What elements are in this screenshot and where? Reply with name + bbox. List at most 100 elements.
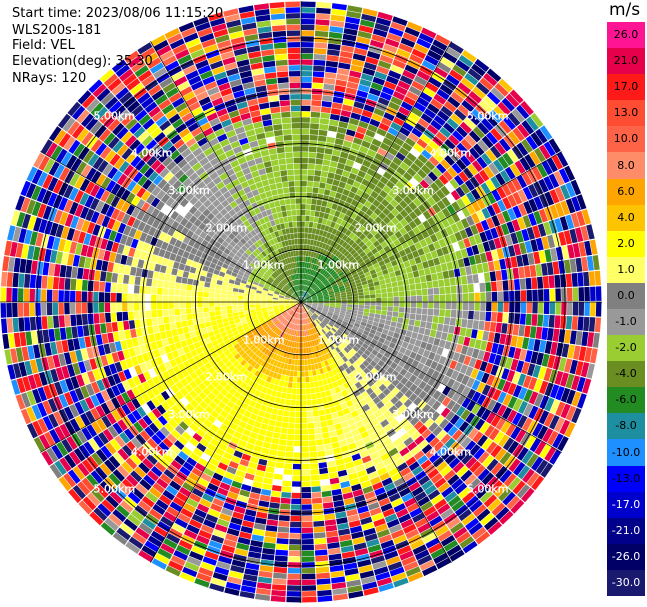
velocity-gate	[306, 298, 312, 301]
velocity-gate	[277, 343, 283, 350]
velocity-gate	[321, 397, 328, 404]
velocity-gate	[323, 280, 329, 285]
velocity-gate	[405, 302, 411, 308]
velocity-gate	[306, 303, 312, 306]
velocity-gate	[174, 455, 186, 466]
velocity-gate	[404, 247, 412, 255]
velocity-gate	[276, 391, 282, 398]
velocity-gate	[341, 302, 347, 305]
velocity-gate	[168, 418, 179, 429]
velocity-gate	[265, 317, 271, 323]
velocity-gate	[406, 357, 415, 366]
velocity-gate	[18, 228, 27, 244]
velocity-gate	[437, 61, 452, 74]
velocity-gate	[309, 309, 315, 314]
velocity-gate	[455, 318, 462, 327]
velocity-gate	[236, 346, 243, 353]
velocity-gate	[329, 294, 335, 298]
velocity-gate	[363, 527, 376, 537]
velocity-gate	[382, 207, 391, 216]
velocity-gate	[150, 341, 158, 351]
velocity-gate	[439, 56, 455, 69]
velocity-gate	[84, 257, 92, 269]
velocity-gate	[355, 230, 363, 238]
velocity-gate	[395, 180, 405, 190]
velocity-gate	[152, 246, 161, 256]
velocity-gate	[367, 400, 376, 409]
velocity-gate	[407, 441, 418, 452]
velocity-gate	[361, 333, 368, 340]
velocity-gate	[251, 314, 257, 318]
velocity-gate	[527, 338, 535, 351]
velocity-gate	[373, 423, 383, 432]
velocity-gate	[410, 302, 417, 308]
velocity-gate	[433, 337, 441, 347]
velocity-gate	[317, 450, 326, 457]
velocity-gate	[488, 352, 497, 364]
velocity-gate	[112, 509, 127, 523]
velocity-gate	[143, 474, 156, 487]
velocity-gate	[183, 502, 196, 514]
velocity-gate	[76, 374, 85, 387]
velocity-gate	[37, 402, 48, 418]
velocity-gate	[316, 292, 323, 296]
velocity-gate	[266, 300, 273, 302]
velocity-gate	[430, 547, 446, 559]
velocity-gate	[378, 275, 385, 281]
velocity-gate	[249, 302, 255, 305]
velocity-gate	[231, 375, 240, 383]
velocity-gate	[474, 302, 480, 311]
velocity-gate	[52, 354, 61, 368]
velocity-gate	[78, 444, 91, 459]
velocity-gate	[329, 306, 335, 309]
velocity-gate	[450, 91, 464, 104]
velocity-gate	[371, 349, 379, 356]
velocity-gate	[332, 334, 338, 341]
velocity-gate	[255, 292, 262, 296]
velocity-gate	[390, 121, 402, 132]
velocity-gate	[287, 309, 293, 314]
velocity-gate	[119, 431, 131, 444]
velocity-gate	[571, 316, 578, 330]
velocity-gate	[335, 244, 342, 251]
velocity-gate	[162, 489, 175, 501]
velocity-gate	[479, 77, 494, 91]
velocity-gate	[468, 302, 475, 311]
velocity-gate	[358, 564, 373, 574]
velocity-gate	[349, 478, 360, 486]
velocity-gate	[238, 292, 244, 296]
velocity-gate	[189, 266, 197, 274]
velocity-gate	[142, 260, 150, 270]
velocity-gate	[120, 523, 135, 536]
velocity-gate	[452, 334, 460, 344]
velocity-gate	[299, 330, 301, 337]
velocity-gate	[154, 332, 162, 341]
velocity-gate	[301, 261, 303, 268]
velocity-gate	[330, 280, 336, 285]
velocity-gate	[93, 291, 99, 302]
velocity-gate	[124, 265, 132, 275]
velocity-gate	[304, 267, 307, 274]
velocity-gate	[295, 330, 298, 337]
velocity-gate	[301, 94, 312, 100]
velocity-gate	[203, 519, 216, 529]
velocity-gate	[117, 482, 131, 496]
velocity-gate	[332, 235, 339, 242]
velocity-gate	[100, 445, 113, 459]
velocity-gate	[310, 204, 316, 211]
velocity-gate	[409, 313, 416, 320]
velocity-gate	[482, 241, 491, 252]
velocity-gate	[481, 207, 491, 219]
velocity-gate	[330, 261, 336, 268]
velocity-gate	[408, 211, 418, 220]
velocity-gate	[301, 13, 316, 19]
velocity-gate	[4, 349, 13, 365]
velocity-gate	[241, 415, 250, 424]
velocity-gate	[356, 282, 362, 287]
velocity-gate	[440, 185, 451, 196]
velocity-gate	[309, 341, 313, 347]
velocity-gate	[352, 137, 363, 146]
velocity-gate	[301, 307, 303, 314]
velocity-gate	[477, 122, 490, 135]
velocity-gate	[18, 317, 25, 332]
